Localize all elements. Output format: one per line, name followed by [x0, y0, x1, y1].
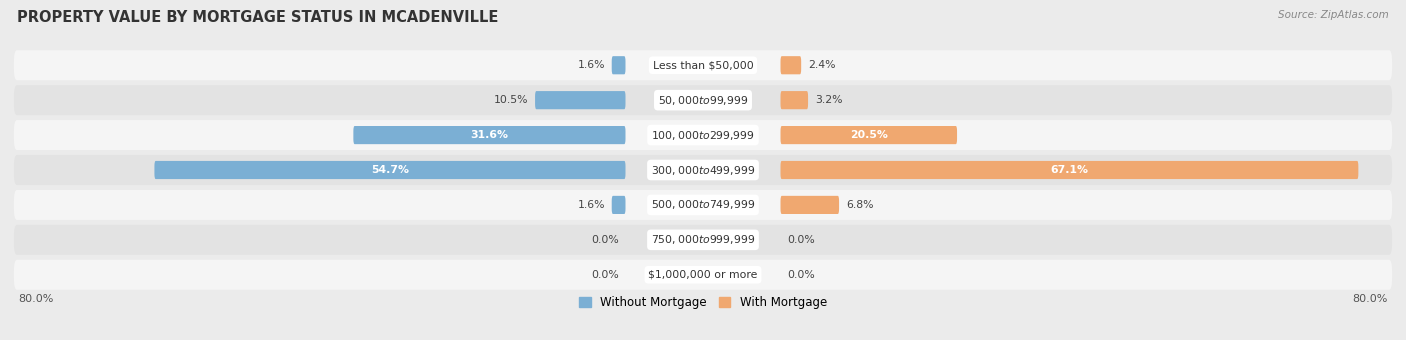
Legend: Without Mortgage, With Mortgage: Without Mortgage, With Mortgage	[574, 291, 832, 314]
FancyBboxPatch shape	[780, 196, 839, 214]
Text: $500,000 to $749,999: $500,000 to $749,999	[651, 199, 755, 211]
Text: $1,000,000 or more: $1,000,000 or more	[648, 270, 758, 280]
Text: 20.5%: 20.5%	[849, 130, 887, 140]
Text: $300,000 to $499,999: $300,000 to $499,999	[651, 164, 755, 176]
Text: 54.7%: 54.7%	[371, 165, 409, 175]
FancyBboxPatch shape	[14, 85, 1392, 115]
Text: 10.5%: 10.5%	[494, 95, 529, 105]
Text: 1.6%: 1.6%	[578, 200, 605, 210]
FancyBboxPatch shape	[780, 56, 801, 74]
FancyBboxPatch shape	[14, 260, 1392, 290]
Text: 2.4%: 2.4%	[808, 60, 835, 70]
FancyBboxPatch shape	[14, 225, 1392, 255]
FancyBboxPatch shape	[536, 91, 626, 109]
Text: 0.0%: 0.0%	[591, 235, 619, 245]
Text: 0.0%: 0.0%	[591, 270, 619, 280]
FancyBboxPatch shape	[612, 196, 626, 214]
Text: $50,000 to $99,999: $50,000 to $99,999	[658, 94, 748, 107]
Text: PROPERTY VALUE BY MORTGAGE STATUS IN MCADENVILLE: PROPERTY VALUE BY MORTGAGE STATUS IN MCA…	[17, 10, 498, 25]
FancyBboxPatch shape	[780, 91, 808, 109]
Text: 3.2%: 3.2%	[815, 95, 842, 105]
Text: 31.6%: 31.6%	[471, 130, 509, 140]
Text: $750,000 to $999,999: $750,000 to $999,999	[651, 233, 755, 246]
Text: 80.0%: 80.0%	[18, 293, 53, 304]
FancyBboxPatch shape	[14, 120, 1392, 150]
Text: 80.0%: 80.0%	[1353, 293, 1388, 304]
Text: 0.0%: 0.0%	[787, 235, 815, 245]
Text: Less than $50,000: Less than $50,000	[652, 60, 754, 70]
FancyBboxPatch shape	[353, 126, 626, 144]
Text: 0.0%: 0.0%	[787, 270, 815, 280]
Text: 1.6%: 1.6%	[578, 60, 605, 70]
FancyBboxPatch shape	[14, 190, 1392, 220]
Text: 6.8%: 6.8%	[846, 200, 873, 210]
FancyBboxPatch shape	[780, 126, 957, 144]
Text: 67.1%: 67.1%	[1050, 165, 1088, 175]
FancyBboxPatch shape	[780, 161, 1358, 179]
FancyBboxPatch shape	[155, 161, 626, 179]
FancyBboxPatch shape	[612, 56, 626, 74]
Text: Source: ZipAtlas.com: Source: ZipAtlas.com	[1278, 10, 1389, 20]
FancyBboxPatch shape	[14, 50, 1392, 80]
FancyBboxPatch shape	[14, 155, 1392, 185]
Text: $100,000 to $299,999: $100,000 to $299,999	[651, 129, 755, 141]
